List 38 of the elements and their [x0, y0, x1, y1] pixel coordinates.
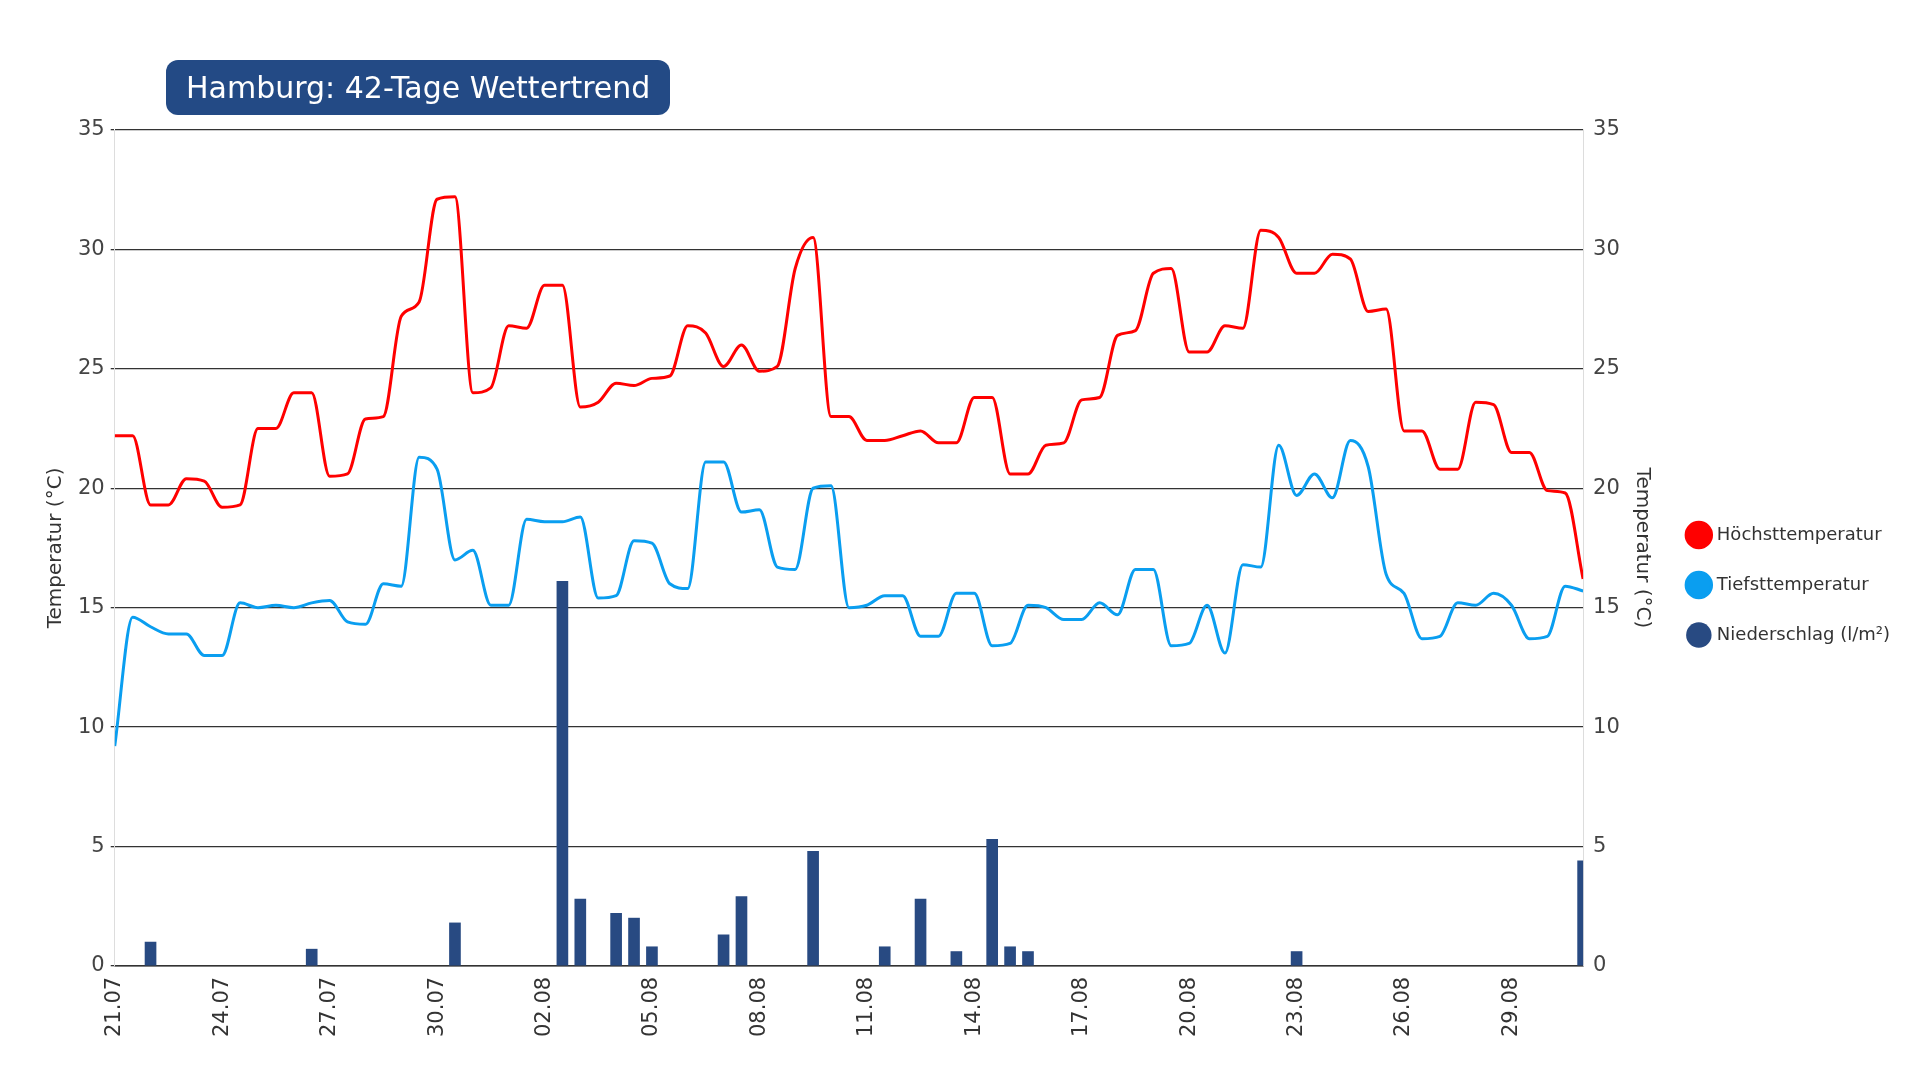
y-tick-label: 35: [77, 116, 105, 141]
y2-tick-label: 15: [1593, 594, 1620, 619]
legend-label: Höchsttemperatur: [1716, 522, 1883, 544]
x-tick-label: 20.08: [1175, 976, 1200, 1038]
x-tick-label: 30.07: [423, 976, 448, 1038]
line-series: [114, 438, 1584, 748]
x-tick-label: 26.08: [1390, 976, 1415, 1038]
legend-label: Tiefsttemperatur: [1715, 572, 1870, 594]
x-tick-label: 11.08: [853, 976, 878, 1038]
x-tick-label: 27.07: [316, 976, 341, 1038]
x-tick-label: 23.08: [1283, 976, 1308, 1038]
y2-tick-label: 5: [1593, 832, 1607, 857]
y-tick-label: 10: [77, 713, 105, 738]
legend-label: Niederschlag (l/m²): [1716, 622, 1891, 644]
y-tick-label: 5: [91, 832, 105, 857]
y-axis-title: Temperatur (°C): [42, 467, 67, 630]
x-tick-label: 02.08: [530, 976, 555, 1038]
x-tick-label: 08.08: [745, 976, 770, 1038]
line-series: [114, 195, 1584, 581]
y2-tick-label: 30: [1593, 235, 1620, 260]
y2-tick-label: 10: [1593, 713, 1620, 738]
y-tick-label: 15: [77, 594, 105, 619]
x-tick-label: 14.08: [960, 976, 985, 1038]
x-tick-label: 29.08: [1497, 976, 1522, 1038]
y2-axis-title: Temperatur (°C): [1631, 466, 1656, 629]
y-tick-label: 25: [77, 355, 105, 380]
x-tick-label: 24.07: [208, 976, 233, 1038]
y-tick-label: 0: [91, 952, 105, 977]
y2-tick-label: 0: [1593, 952, 1607, 977]
x-tick-label: 17.08: [1068, 976, 1093, 1038]
y-tick-label: 20: [77, 474, 105, 499]
x-tick-label: 21.07: [101, 976, 126, 1038]
y2-tick-label: 20: [1593, 474, 1620, 499]
x-tick-label: 05.08: [638, 976, 663, 1038]
y-tick-label: 30: [77, 235, 105, 260]
y2-tick-label: 35: [1593, 116, 1620, 141]
y2-tick-label: 25: [1593, 355, 1620, 380]
chart-title: Hamburg: 42-Tage Wettertrend: [166, 60, 671, 115]
